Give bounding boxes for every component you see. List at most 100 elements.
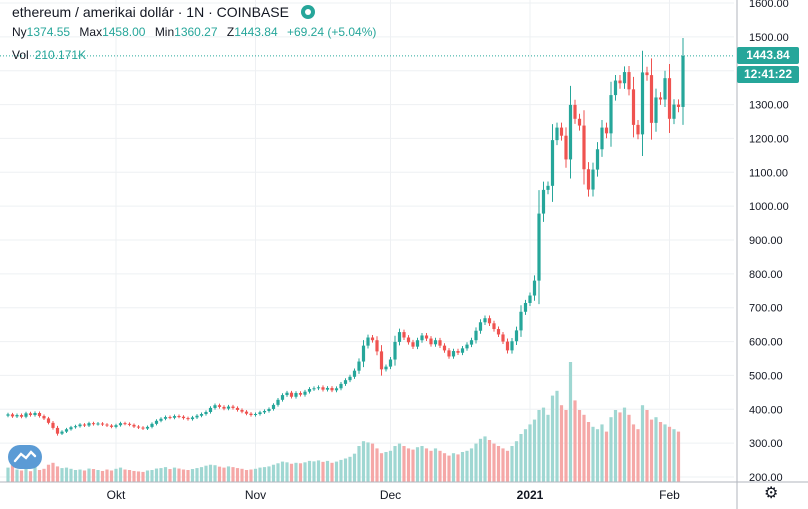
volume-bar	[298, 463, 303, 482]
volume-bar	[402, 446, 406, 482]
candle-body	[676, 104, 681, 107]
volume-bar	[532, 419, 537, 482]
volume-bar	[631, 424, 636, 482]
candle-body	[114, 425, 118, 427]
candle-body	[46, 418, 51, 423]
candle-body	[258, 412, 262, 415]
ohlc-readout: Ny1374.55 Max1458.00 Min1360.27 Z1443.84…	[12, 25, 382, 39]
candle-body	[451, 351, 456, 357]
candle-body	[667, 78, 672, 119]
volume-bar	[460, 452, 465, 482]
candle-body	[316, 387, 321, 389]
volume-bar	[271, 464, 276, 482]
candle-body	[424, 335, 429, 339]
tradingview-logo-icon[interactable]	[8, 445, 42, 469]
volume-bar	[249, 469, 253, 482]
gear-icon[interactable]: ⚙	[764, 485, 779, 502]
volume-bar	[37, 470, 42, 482]
volume-bar	[289, 463, 294, 482]
candle-body	[505, 341, 510, 351]
candle-body	[559, 127, 564, 136]
volume-bar	[649, 419, 654, 482]
volume-bar	[181, 469, 186, 482]
volume-bar	[519, 434, 523, 482]
volume-bar	[51, 462, 55, 482]
volume-bar	[136, 471, 141, 482]
volume-bar	[163, 467, 168, 482]
candle-body	[181, 416, 186, 419]
candle-body	[483, 318, 487, 323]
volume-bar	[343, 458, 348, 482]
candle-body	[307, 388, 312, 392]
candle-body	[294, 393, 298, 397]
volume-label: Vol	[12, 48, 29, 62]
last-price-badge: 1443.84	[737, 47, 799, 64]
volume-bar	[100, 470, 105, 482]
candle-body	[645, 72, 649, 76]
candle-body	[321, 387, 325, 390]
candle-body	[339, 383, 343, 389]
volume-bar	[393, 446, 397, 482]
volume-bar	[465, 450, 469, 482]
volume-bar	[357, 446, 361, 482]
x-tick-label: 2021	[517, 488, 544, 502]
volume-bar	[546, 414, 550, 482]
candle-body	[82, 424, 87, 426]
candle-body	[145, 426, 150, 429]
volume-bar	[361, 441, 366, 482]
volume-bar	[307, 460, 312, 482]
volume-bar	[19, 470, 24, 482]
volume-bar	[105, 469, 109, 482]
candle-body	[177, 416, 181, 418]
candle-body	[150, 423, 154, 427]
candle-body	[42, 416, 46, 419]
volume-bar	[348, 456, 352, 482]
volume-bar	[91, 469, 96, 482]
volume-bar	[654, 417, 658, 482]
candle-body	[402, 332, 406, 338]
candle-body	[213, 405, 217, 408]
candle-body	[469, 340, 474, 345]
volume-bar	[253, 468, 258, 482]
grid-layer	[0, 0, 734, 482]
candle-body	[172, 416, 177, 418]
x-tick-label: Feb	[659, 488, 680, 502]
volume-bar	[429, 450, 433, 482]
volume-bar	[447, 455, 451, 482]
candle-body	[132, 424, 136, 427]
volume-bar	[172, 467, 177, 482]
candle-body	[226, 406, 231, 409]
volume-bar	[82, 470, 87, 482]
volume-bar	[424, 448, 429, 482]
volume-bar	[312, 461, 316, 482]
x-tick-label: Dec	[380, 488, 401, 502]
symbol-title[interactable]: ethereum / amerikai dollár · 1N · COINBA…	[12, 4, 289, 20]
volume-bar	[379, 453, 384, 482]
volume-bar	[433, 448, 438, 482]
volume-bar	[33, 467, 37, 482]
candle-body	[235, 407, 240, 410]
volume-bar	[388, 450, 393, 482]
candle-body	[28, 413, 33, 416]
candle-body	[330, 387, 334, 391]
volume-bar	[415, 447, 420, 482]
volume-bar	[636, 429, 640, 482]
volume-bar	[159, 468, 163, 482]
candle-body	[217, 405, 222, 407]
volume-bar	[582, 414, 586, 482]
candle-body	[663, 78, 667, 100]
close-value: 1443.84	[234, 25, 278, 39]
candle-body	[609, 95, 613, 134]
candle-body	[586, 169, 591, 190]
volume-bar	[577, 410, 582, 482]
candle-body	[510, 341, 514, 351]
candle-body	[186, 418, 190, 420]
volume-bar	[487, 440, 492, 482]
candle-body	[280, 395, 285, 400]
candle-body	[582, 125, 586, 170]
volume-bar	[186, 470, 190, 482]
candle-body	[514, 330, 519, 342]
volume-bar	[316, 460, 321, 482]
